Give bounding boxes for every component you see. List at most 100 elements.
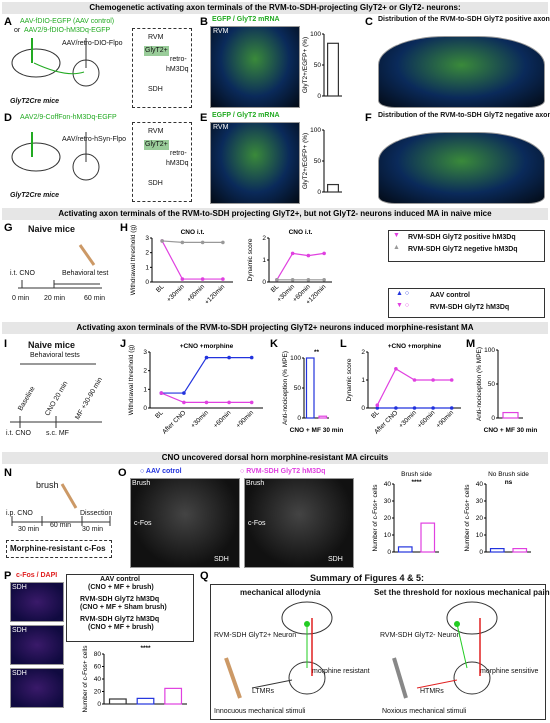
data-point — [227, 400, 231, 405]
image — [378, 132, 545, 204]
legend-key: ▼ — [393, 232, 400, 239]
text: 0 min — [12, 295, 30, 302]
y-tick-label: 2 — [145, 250, 149, 257]
legend-entry: ○ AAV cotrol — [140, 468, 182, 475]
bar — [327, 42, 340, 97]
series-line — [161, 240, 223, 280]
y-tick-label: 40 — [94, 676, 102, 683]
banner: Activating axon terminals of the RVM-to-… — [2, 322, 548, 334]
legend-entry: RVM-SDH GlyT2 positive hM3Dq — [408, 234, 516, 241]
text: RVM-SDH GlyT2- Neuron — [380, 632, 461, 639]
text: RVM — [148, 128, 164, 135]
x-tick-label: +30min — [166, 283, 186, 303]
text: Noxious mechanical stimuli — [382, 708, 467, 715]
data-point — [227, 355, 231, 360]
data-point — [249, 355, 254, 360]
text: Set the threshold for noxious mechanical… — [374, 588, 550, 597]
series-line — [276, 252, 325, 281]
chart: GlyT2+/EGFP+ (%) 0 50 100 — [302, 127, 342, 196]
text: hM3Dq — [166, 160, 189, 167]
y-tick-label: 100 — [310, 31, 321, 38]
diagram — [18, 244, 102, 289]
y-tick-label: 100 — [290, 355, 301, 362]
panel-letter: E — [200, 112, 208, 124]
text: SDH — [12, 670, 27, 677]
text: i.t. CNO — [6, 430, 31, 437]
panel-letter: L — [340, 338, 347, 350]
box — [6, 540, 112, 558]
text: Summary of Figures 4 & 5: — [310, 573, 425, 583]
text: s.c. MF — [46, 430, 69, 437]
text: SDH — [148, 86, 163, 93]
text: 20 min — [44, 295, 66, 302]
panel-letter: C — [365, 16, 373, 28]
legend-key: ▲ ○ — [396, 290, 410, 297]
panel-letter: N — [4, 467, 12, 479]
y-tick-label: 100 — [310, 127, 321, 134]
y-tick-label: 3 — [145, 235, 149, 242]
image — [130, 478, 240, 568]
banner: Chemogenetic activating axon terminals o… — [2, 2, 548, 14]
x-tick-label: BL — [154, 409, 165, 420]
text: EGFP / GlyT2 mRNA — [212, 112, 280, 119]
legend-label: RVM-SDH GlyT2 hM3Dq — [246, 468, 326, 475]
text: Distribution of the RVM-to-SDH GlyT2 neg… — [378, 112, 550, 119]
y-tick-label: 3 — [143, 349, 147, 356]
text: c-Fos / DAPI — [16, 572, 58, 579]
text: Distribution of the RVM-to-SDH GlyT2 pos… — [378, 16, 550, 23]
data-point — [431, 378, 435, 382]
text: brush — [36, 480, 59, 490]
bar — [397, 546, 413, 553]
text: AAV-fDIO-EGFP (AAV control) — [20, 18, 115, 25]
text: Innocuous mechanical stimuli — [214, 708, 306, 715]
panel-letter: G — [4, 222, 13, 234]
text: AAV/retro-hSyn-Flpo — [62, 136, 127, 143]
y-tick-label: 30 — [384, 498, 392, 505]
y-axis-label: Anti-nociception (% MPE) — [476, 347, 483, 421]
y-axis-label: Withdrawal threshold (g) — [130, 225, 137, 295]
text: c-Fos — [134, 520, 152, 527]
y-tick-label: 20 — [476, 515, 484, 522]
legend-entry: (CNO + MF + brush) — [88, 584, 154, 591]
legend-entry: ○ RVM-SDH GlyT2 hM3Dq — [240, 468, 326, 475]
y-tick-label: 0 — [262, 279, 266, 286]
legend-entry: RVM-SDH GlyT2 hM3Dq — [430, 304, 510, 311]
y-axis-label: Anti-nociception (% MPE) — [282, 351, 289, 425]
bar — [502, 411, 519, 419]
diagram — [11, 483, 111, 526]
data-point — [221, 277, 225, 281]
data-point — [306, 278, 311, 282]
y-axis-label: Dynamic score — [247, 238, 254, 281]
banner: CNO uncovered dorsal horn morphine-resis… — [2, 452, 548, 464]
text: GlyT2Cre mice — [10, 98, 60, 105]
data-point — [449, 378, 454, 382]
text: hM3Dq — [166, 66, 189, 73]
panel-letter: H — [120, 222, 128, 234]
text: GlyT2+ — [144, 140, 169, 151]
annotation: **** — [140, 645, 151, 652]
data-point — [182, 391, 186, 395]
text: SDH — [214, 556, 229, 563]
chart: Anti-nociception (% MPE) 0 50 100 ** CNO + MF… — [282, 349, 343, 434]
text: SDH — [384, 136, 399, 143]
chart: Number of c-Fos+ cells 0 10 20 30 40 No Brush … — [464, 471, 531, 556]
chart-title: No Brush side — [488, 471, 529, 478]
image — [10, 625, 64, 665]
y-tick-label: 0 — [97, 701, 101, 708]
data-point — [431, 406, 435, 410]
text: HTMRs — [420, 688, 444, 695]
data-point — [160, 239, 164, 243]
text: GlyT2Cre mice — [10, 192, 60, 199]
text: retro- — [170, 56, 187, 63]
y-tick-label: 2 — [143, 368, 147, 375]
y-axis-label: GlyT2+/EGFP+ (%) — [302, 37, 309, 93]
y-axis-label: Dynamic score — [346, 358, 353, 401]
chart: Withdrawal threshold (g) 0 1 2 3 CNO i.t. BL +3… — [130, 225, 233, 306]
legend-entry: RVM-SDH GlyT2 negetive hM3Dq — [408, 246, 518, 253]
data-point — [394, 367, 398, 371]
panel-letter: K — [270, 338, 278, 350]
image — [244, 478, 354, 568]
data-point — [200, 240, 205, 245]
